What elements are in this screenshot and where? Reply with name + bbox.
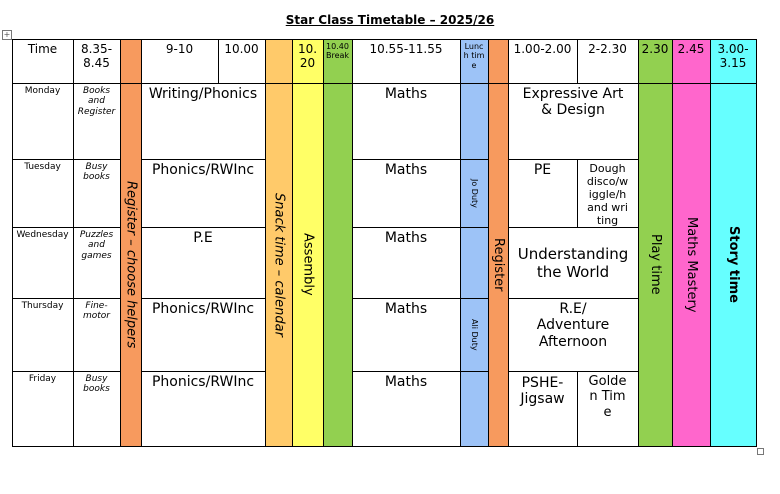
header-cell: 3.00-3.15 <box>709 38 757 84</box>
activity-cell: Maths <box>351 297 461 372</box>
activity-cell: PE <box>507 158 578 228</box>
vertical-cell: Assembly <box>291 82 324 447</box>
lunch-cell <box>459 226 489 299</box>
activity-cell: Phonics/RWInc <box>140 297 266 372</box>
duty-cell: Jo Duty <box>459 158 489 228</box>
resize-handle <box>757 448 764 455</box>
activity-cell: Dough disco/wiggle/hand writing <box>576 158 639 228</box>
vertical-cell: Snack time – calendar <box>264 82 293 447</box>
day-cell: Friday <box>11 370 74 447</box>
header-cell: 10.00 <box>217 38 266 84</box>
header-cell <box>264 38 293 84</box>
header-cell: 8.35-8.45 <box>72 38 121 84</box>
activity-cell: Books and Register <box>72 82 121 160</box>
lunch-cell <box>459 82 489 160</box>
activity-cell: Phonics/RWInc <box>140 370 266 447</box>
header-cell <box>487 38 509 84</box>
day-cell: Monday <box>11 82 74 160</box>
activity-cell: PSHE-Jigsaw <box>507 370 578 447</box>
vertical-cell: Story time <box>709 82 757 447</box>
header-cell: 2.45 <box>671 38 711 84</box>
day-cell: Tuesday <box>11 158 74 228</box>
vertical-cell: Maths Mastery <box>671 82 711 447</box>
activity-cell: Fine-motor <box>72 297 121 372</box>
header-cell: 10.55-11.55 <box>351 38 461 84</box>
activity-cell: Maths <box>351 370 461 447</box>
activity-cell: Maths <box>351 226 461 299</box>
day-cell: Wednesday <box>11 226 74 299</box>
activity-cell: Phonics/RWInc <box>140 158 266 228</box>
header-cell: 2-2.30 <box>576 38 639 84</box>
duty-cell: Ali Duty <box>459 297 489 372</box>
activity-cell: Maths <box>351 82 461 160</box>
activity-cell: Expressive Art & Design <box>507 82 639 160</box>
activity-cell: R.E/ Adventure Afternoon <box>507 297 639 372</box>
header-cell: 1.00-2.00 <box>507 38 578 84</box>
header-cell: 2.30 <box>637 38 673 84</box>
header-cell: Time <box>11 38 74 84</box>
header-cell <box>119 38 142 84</box>
header-cell: Lunch time <box>459 38 489 84</box>
activity-cell: Maths <box>351 158 461 228</box>
activity-cell: Busy books <box>72 158 121 228</box>
activity-cell: Puzzles and games <box>72 226 121 299</box>
break-cell <box>322 82 353 447</box>
activity-cell: Understanding the World <box>507 226 639 299</box>
title: Star Class Timetable – 2025/26 <box>285 13 495 27</box>
activity-cell: Busy books <box>72 370 121 447</box>
activity-cell: P.E <box>140 226 266 299</box>
vertical-cell: Register <box>487 82 509 447</box>
vertical-cell: Play time <box>637 82 673 447</box>
table-handle: + <box>2 30 12 40</box>
activity-cell: Writing/Phonics <box>140 82 266 160</box>
day-cell: Thursday <box>11 297 74 372</box>
activity-cell: Golden Time <box>576 370 639 447</box>
header-cell: 9-10 <box>140 38 219 84</box>
header-cell: 10.20 <box>291 38 324 84</box>
lunch-cell <box>459 370 489 447</box>
vertical-cell: Register – choose helpers <box>119 82 142 447</box>
header-cell: 10.40 Break <box>322 38 353 84</box>
